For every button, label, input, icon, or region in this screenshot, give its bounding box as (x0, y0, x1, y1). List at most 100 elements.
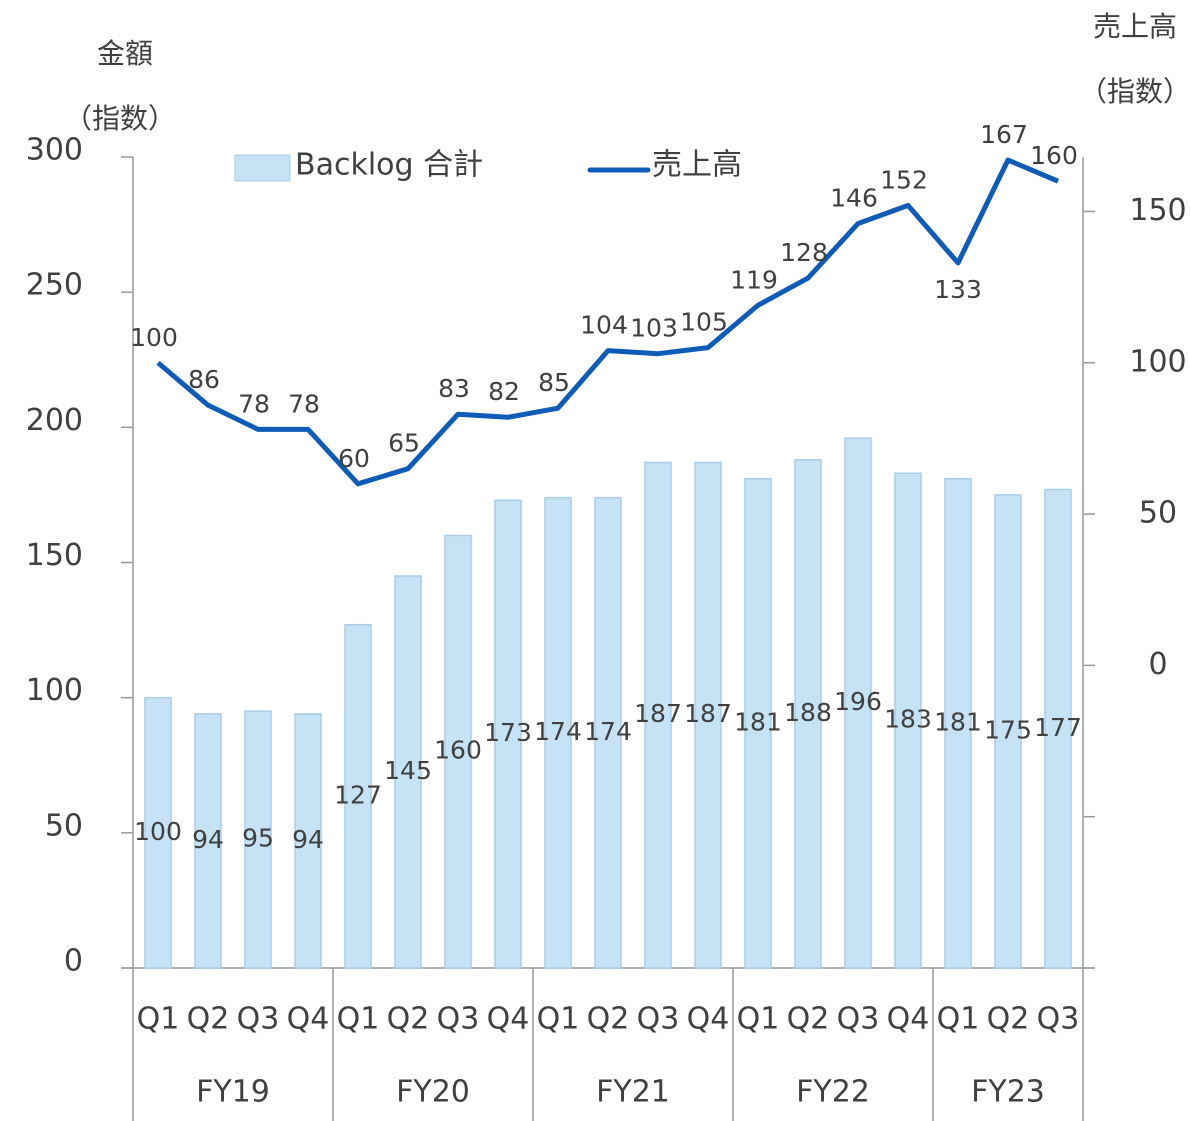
x-tick-label: Q2 (987, 1002, 1030, 1037)
line-label: 160 (1030, 141, 1078, 170)
bar-label: 177 (1034, 713, 1082, 742)
bar (394, 575, 422, 969)
legend-label: 売上高 (652, 148, 742, 183)
line-label: 103 (630, 314, 678, 343)
y2-tick-label: 0 (1148, 647, 1167, 682)
x-tick-label: Q4 (487, 1002, 530, 1037)
bar (494, 499, 522, 969)
line-label: 83 (438, 374, 470, 403)
bar (344, 623, 372, 969)
line-label: 152 (880, 165, 928, 194)
group-label: FY19 (196, 1075, 270, 1110)
y-tick-label: 0 (64, 944, 83, 979)
group-label: FY21 (596, 1075, 670, 1110)
line-label: 128 (780, 238, 828, 267)
x-tick-label: Q4 (687, 1002, 730, 1037)
y2-tick-label: 150 (1129, 193, 1186, 228)
line-label: 105 (680, 308, 728, 337)
bar (744, 477, 772, 969)
y2-axis-unit: （指数） (1079, 75, 1190, 108)
bar (194, 713, 222, 969)
line-label: 146 (830, 184, 878, 213)
line-label: 78 (238, 389, 270, 418)
bar-label: 183 (884, 705, 932, 734)
bar-label: 175 (984, 715, 1032, 744)
bar-label: 174 (584, 717, 632, 746)
y-tick-label: 300 (26, 133, 83, 168)
line (156, 157, 1059, 487)
x-tick-label: Q1 (137, 1002, 180, 1037)
bar-label: 181 (734, 707, 782, 736)
x-tick-label: Q4 (887, 1002, 930, 1037)
x-tick-label: Q3 (837, 1002, 880, 1037)
x-tick-label: Q4 (287, 1002, 330, 1037)
group-label: FY22 (796, 1075, 870, 1110)
line-label: 65 (388, 429, 420, 458)
x-tick-label: Q3 (637, 1002, 680, 1037)
bar-label: 127 (334, 780, 382, 809)
bar-label: 174 (534, 717, 582, 746)
x-tick-label: Q2 (787, 1002, 830, 1037)
x-tick-label: Q2 (587, 1002, 630, 1037)
bar (144, 696, 172, 969)
bar (244, 710, 272, 969)
x-tick-label: Q1 (737, 1002, 780, 1037)
y-tick-label: 200 (26, 403, 83, 438)
x-tick-label: Q2 (387, 1002, 430, 1037)
x-tick-label: Q1 (537, 1002, 580, 1037)
bar-label: 145 (384, 756, 432, 785)
bar (594, 496, 622, 969)
line-label: 86 (188, 365, 220, 394)
bar-label: 173 (484, 718, 532, 747)
bar-label: 95 (242, 824, 274, 853)
bar (894, 472, 922, 969)
bar-label: 94 (292, 825, 324, 854)
x-tick-label: Q2 (187, 1002, 230, 1037)
line-label: 133 (934, 275, 982, 304)
line-label: 119 (730, 265, 778, 294)
x-tick-label: Q3 (1037, 1002, 1080, 1037)
bar (444, 534, 472, 969)
line-label: 78 (288, 389, 320, 418)
legend-swatch (234, 154, 291, 182)
y-tick-label: 250 (26, 268, 83, 303)
x-tick-label: Q1 (937, 1002, 980, 1037)
bar-label: 196 (834, 687, 882, 716)
bar (844, 437, 872, 969)
bar-label: 181 (934, 707, 982, 736)
line-label: 167 (980, 120, 1028, 149)
bar-label: 94 (192, 825, 224, 854)
bar-label: 187 (684, 699, 732, 728)
bar (694, 461, 722, 969)
bar (944, 477, 972, 969)
y-tick-label: 150 (26, 538, 83, 573)
line-label: 85 (538, 368, 570, 397)
line-label: 104 (580, 311, 628, 340)
bar (794, 459, 822, 969)
line-label: 60 (338, 444, 370, 473)
y-axis-label: 金額 (97, 37, 153, 70)
x-tick-label: Q3 (237, 1002, 280, 1037)
line-label: 100 (130, 323, 178, 352)
y-axis-unit: （指数） (64, 102, 176, 135)
bar (294, 713, 322, 969)
bar (1044, 488, 1072, 969)
bar-label: 100 (134, 817, 182, 846)
y2-tick-label: 100 (1129, 344, 1186, 379)
bar (994, 494, 1022, 969)
y-tick-label: 100 (26, 673, 83, 708)
bar-label: 187 (634, 699, 682, 728)
y-tick-label: 50 (45, 808, 83, 843)
legend-label: Backlog 合計 (295, 148, 483, 183)
bar (644, 461, 672, 969)
group-label: FY23 (971, 1075, 1045, 1110)
group-label: FY20 (396, 1075, 470, 1110)
bar-label: 160 (434, 736, 482, 765)
y2-tick-label: 50 (1139, 496, 1177, 531)
x-tick-label: Q1 (337, 1002, 380, 1037)
bar-label: 188 (784, 698, 832, 727)
line-label: 82 (488, 377, 520, 406)
x-tick-label: Q3 (437, 1002, 480, 1037)
y2-axis-label: 売上高 (1093, 10, 1177, 43)
